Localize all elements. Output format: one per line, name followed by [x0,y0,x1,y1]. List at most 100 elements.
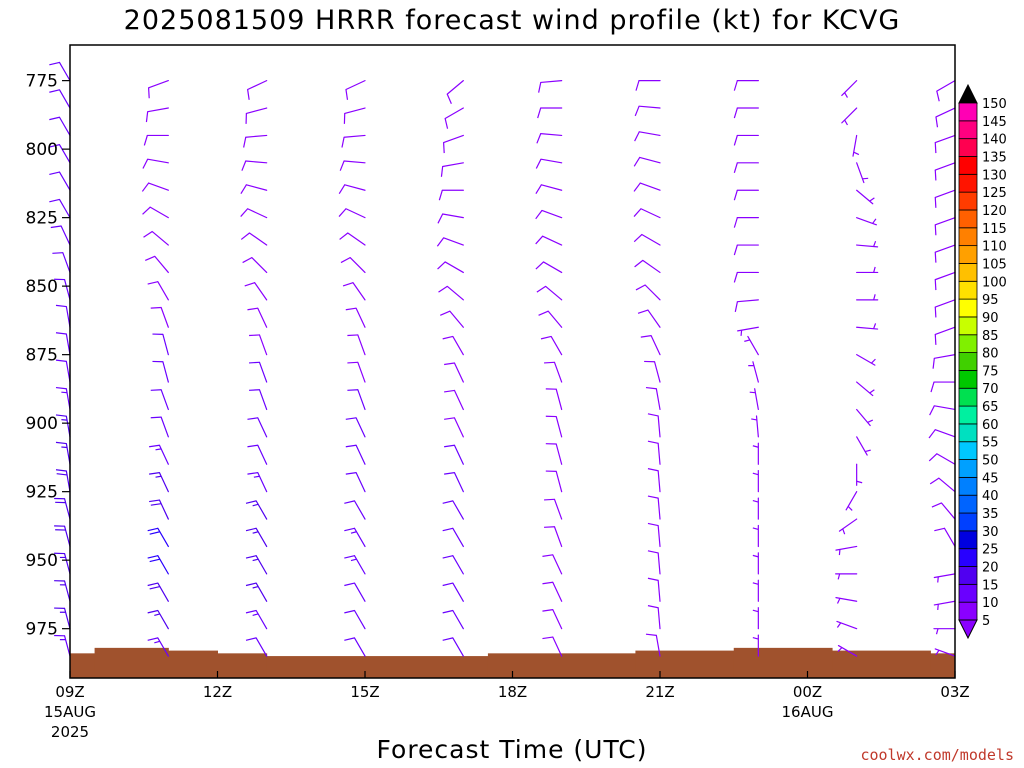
wind-barb-17h-835hPa [436,237,464,247]
wind-barb-15h-895hPa [347,389,366,411]
wind-barb-21h-845hPa [634,259,661,274]
colorbar-min-arrow [958,619,978,640]
wind-barb-11h-855hPa [147,281,169,301]
wind-barb-13h-895hPa [249,389,268,411]
ground-segment-6 [635,650,735,678]
wind-barb-9h-845hPa [52,252,71,274]
colorbar-swatch-100 [958,263,978,282]
wind-barb-11h-985hPa [147,637,169,657]
colorbar-max-arrow [958,83,978,104]
wind-barb-11h-825hPa [142,206,169,219]
wind-barb-9h-985hPa [54,634,71,657]
wind-barb-19h-945hPa [544,526,563,548]
wind-barb-19h-985hPa [542,636,563,657]
wind-barb-13h-825hPa [240,208,268,219]
y-axis: 775 800 825 850 875 900 925 950 975 [26,72,70,640]
ground-segment-1 [94,647,169,678]
wind-barb-19h-845hPa [535,261,563,274]
wind-barb-15h-935hPa [344,500,366,520]
wind-barb-9h-785hPa [49,89,71,109]
colorbar-swatch-135 [958,138,978,157]
wind-barb-21h-935hPa [647,495,661,520]
wind-barb-11h-865hPa [150,306,169,328]
x-tick-date-9: 15AUG [44,703,96,721]
colorbar-label-70: 70 [982,382,999,397]
wind-barb-25h-895hPa [856,408,874,427]
wind-barb-27h-975hPa [933,628,956,635]
colorbar-label-145: 145 [982,115,1007,130]
wind-barb-25h-965hPa [835,597,858,604]
wind-barb-27h-965hPa [933,600,956,610]
wind-barb-19h-875hPa [540,335,563,356]
wind-barb-9h-965hPa [54,580,71,602]
wind-barb-9h-925hPa [55,469,71,493]
wind-barb-15h-925hPa [345,472,366,493]
wind-barb-25h-875hPa [856,354,876,366]
wind-barb-27h-875hPa [932,354,956,369]
wind-barb-9h-905hPa [55,414,71,438]
wind-barb-9h-825hPa [49,198,71,219]
colorbar-swatch-65 [958,387,978,407]
wind-barb-13h-875hPa [249,334,268,356]
wind-barb-17h-935hPa [442,500,464,520]
wind-barb-17h-925hPa [444,472,464,493]
wind-barb-27h-945hPa [934,527,956,548]
ground-segment-7 [733,647,833,678]
wind-barb-27h-905hPa [928,429,956,439]
wind-barb-13h-905hPa [247,417,268,438]
y-tick-label-950: 950 [26,551,58,571]
colorbar-swatch-140 [958,120,978,140]
wind-barb-23h-785hPa [733,107,759,119]
wind-barb-23h-915hPa [752,442,759,465]
colorbar-swatch-75 [958,352,978,371]
wind-barb-13h-855hPa [244,282,268,301]
wind-barb-25h-795hPa [852,134,860,157]
wind-barb-23h-805hPa [733,162,759,174]
wind-barb-27h-845hPa [934,271,956,291]
wind-barb-25h-815hPa [856,189,875,205]
wind-barb-19h-835hPa [535,235,563,246]
wind-barb-11h-965hPa [147,582,169,602]
colorbar-label-130: 130 [982,168,1007,183]
colorbar-label-5: 5 [982,614,990,629]
colorbar-label-80: 80 [982,347,999,362]
wind-barb-17h-885hPa [444,362,464,383]
wind-barb-25h-855hPa [856,294,879,301]
colorbar-swatch-90 [958,298,978,318]
colorbar-swatch-10 [958,583,978,603]
y-tick-label-900: 900 [26,414,58,434]
wind-barb-17h-815hPa [438,189,464,201]
colorbar-swatch-145 [958,102,978,122]
ground-segment-8 [832,650,931,678]
wind-barb-15h-985hPa [344,637,366,657]
wind-barb-17h-875hPa [442,335,464,356]
wind-barb-13h-945hPa [245,527,268,548]
wind-barb-11h-815hPa [141,182,169,192]
wind-barb-9h-955hPa [54,552,71,575]
wind-barb-13h-815hPa [240,184,268,194]
colorbar-label-30: 30 [982,525,999,540]
y-tick-label-775: 775 [26,72,58,92]
ground-segment-5 [487,653,636,678]
wind-barb-13h-965hPa [245,582,268,602]
x-tick-label-24: 00Z [793,683,822,701]
wind-barb-15h-845hPa [340,256,366,274]
wind-barb-17h-785hPa [444,107,464,129]
colorbar-label-90: 90 [982,311,999,326]
y-tick-label-825: 825 [26,209,58,229]
colorbar-label-95: 95 [982,293,999,308]
x-tick-label-21: 21Z [645,683,674,701]
wind-barb-25h-805hPa [856,162,869,184]
colorbar-swatch-40 [958,476,978,496]
credit-link[interactable]: coolwx.com/models [860,746,1014,764]
x-tick-year-9: 2025 [51,723,89,741]
x-tick-label-15: 15Z [350,683,379,701]
wind-barb-25h-905hPa [856,436,871,456]
wind-barb-13h-845hPa [242,256,268,274]
wind-barb-23h-875hPa [744,335,759,356]
colorbar-swatch-45 [958,459,978,478]
wind-barb-27h-895hPa [929,405,956,416]
wind-barb-9h-815hPa [49,171,71,191]
wind-barb-25h-845hPa [856,266,879,274]
wind-barb-23h-895hPa [749,388,759,411]
